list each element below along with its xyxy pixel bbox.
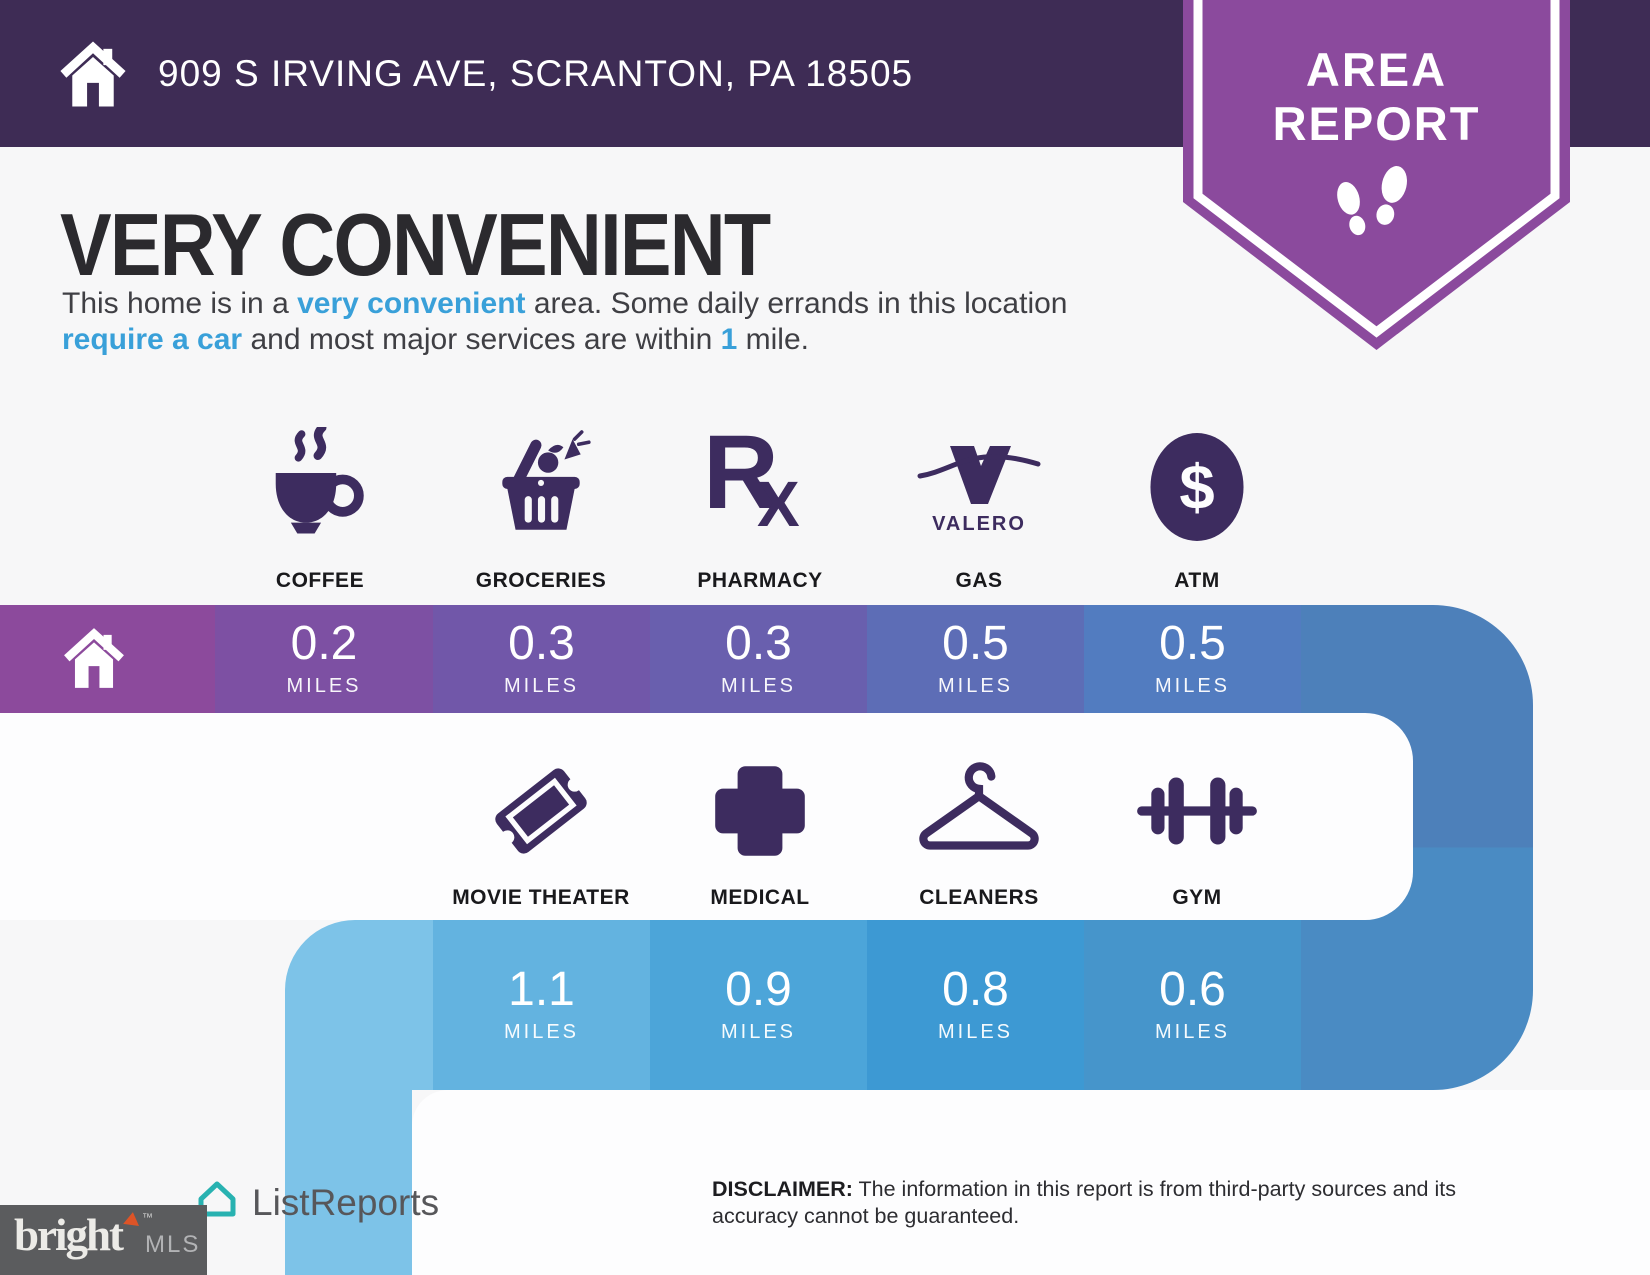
- distance-cell-movie-theater: 1.1 MILES: [433, 920, 650, 1090]
- intro-paragraph: This home is in a very convenient area. …: [62, 287, 1068, 356]
- distance-value: 1.1: [508, 963, 575, 1016]
- disclaimer-label: DISCLAIMER:: [712, 1177, 853, 1201]
- distance-unit: MILES: [503, 1021, 580, 1043]
- distance-cell-atm: 0.5 MILES: [1084, 605, 1301, 713]
- amenity-movie-theater: MOVIE THEATER: [433, 745, 649, 910]
- distance-unit: MILES: [286, 675, 362, 697]
- distance-unit: MILES: [720, 1021, 797, 1043]
- distance-cell-gym: 0.6 MILES: [1084, 920, 1301, 1090]
- listreports-logo: ListReports: [252, 1182, 440, 1223]
- distance-unit: MILES: [1154, 1021, 1231, 1043]
- amenity-cleaners: CLEANERS: [871, 745, 1087, 910]
- distance-value: 0.6: [1159, 963, 1226, 1016]
- distance-value: 0.3: [725, 617, 792, 670]
- distance-value: 0.9: [725, 963, 792, 1016]
- amenity-atm: $ ATM: [1089, 415, 1305, 593]
- distance-cell-medical: 0.9 MILES: [650, 920, 867, 1090]
- amenity-label: CLEANERS: [919, 886, 1039, 909]
- bright-mls-logo-box: [0, 1205, 207, 1275]
- atm-dollar-icon: $: [1089, 415, 1305, 559]
- amenity-coffee: COFFEE: [212, 415, 428, 593]
- band-row2-cap: [285, 920, 433, 1090]
- distance-value: 0.5: [942, 617, 1009, 670]
- amenity-label: MOVIE THEATER: [452, 886, 630, 909]
- distance-unit: MILES: [503, 675, 580, 697]
- badge-line2: REPORT: [1272, 97, 1481, 150]
- amenity-label: GYM: [1172, 886, 1222, 909]
- home-icon: [64, 628, 124, 688]
- area-report-badge: [1183, 0, 1570, 350]
- distance-cell-coffee: 0.2 MILES: [215, 605, 433, 713]
- distance-unit: MILES: [937, 675, 1014, 697]
- bright-logo-text: bright: [14, 1210, 124, 1260]
- distance-cell-cleaners: 0.8 MILES: [867, 920, 1084, 1090]
- gas-valero-icon: VALERO: [871, 415, 1087, 559]
- coffee-icon: [212, 415, 428, 559]
- footprints-icon: [1337, 166, 1407, 236]
- home-icon: [60, 41, 126, 107]
- medical-cross-icon: [652, 745, 868, 876]
- distance-value: 0.2: [290, 617, 358, 670]
- amenity-groceries: GROCERIES: [433, 415, 649, 593]
- distance-cell-gas: 0.5 MILES: [867, 605, 1084, 713]
- distance-value: 0.5: [1159, 617, 1226, 670]
- mls-logo-text: MLS: [145, 1231, 201, 1258]
- groceries-icon: [433, 415, 649, 559]
- distance-cell-groceries: 0.3 MILES: [433, 605, 650, 713]
- bottom-white-panel: [412, 1090, 1650, 1275]
- amenity-gym: GYM: [1089, 745, 1305, 910]
- amenity-gas: VALERO GAS: [871, 415, 1087, 593]
- svg-text:$: $: [1179, 453, 1214, 523]
- page-title: VERY CONVENIENT: [60, 195, 771, 294]
- movie-ticket-icon: [433, 745, 649, 876]
- dumbbell-icon: [1089, 745, 1305, 876]
- disclaimer-text: DISCLAIMER: The information in this repo…: [712, 1177, 1456, 1228]
- badge-line1: AREA: [1305, 43, 1448, 96]
- amenity-label: ATM: [1174, 569, 1220, 592]
- maple-leaf-icon: [123, 1210, 141, 1227]
- distance-value: 0.3: [508, 617, 575, 670]
- distance-unit: MILES: [1154, 675, 1231, 697]
- amenity-label: MEDICAL: [710, 886, 810, 909]
- distance-unit: MILES: [720, 675, 797, 697]
- distance-value: 0.8: [942, 963, 1009, 1016]
- band-left-strip: [285, 1090, 412, 1275]
- amenity-label: GAS: [955, 569, 1003, 592]
- distance-cell-pharmacy: 0.3 MILES: [650, 605, 867, 713]
- property-address: 909 S IRVING AVE, SCRANTON, PA 18505: [158, 53, 914, 94]
- trademark-symbol: ™: [142, 1212, 153, 1224]
- amenity-label: COFFEE: [275, 569, 365, 592]
- amenity-label: PHARMACY: [697, 569, 823, 592]
- hanger-icon: [871, 745, 1087, 876]
- amenity-medical: MEDICAL: [652, 745, 868, 910]
- amenity-label: GROCERIES: [475, 569, 607, 592]
- distance-unit: MILES: [937, 1021, 1014, 1043]
- valero-brand: VALERO: [932, 512, 1026, 535]
